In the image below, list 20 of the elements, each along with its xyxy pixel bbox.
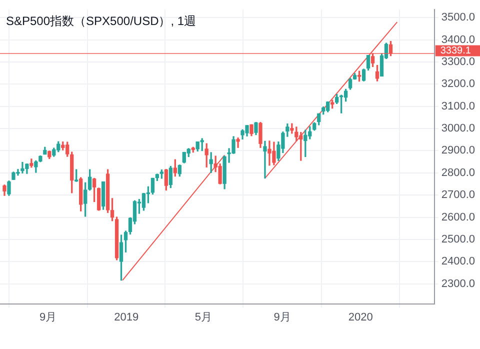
y-tick-label: 3200.0 (441, 78, 476, 90)
y-tick-label: 2400.0 (441, 256, 476, 268)
y-tick-label: 2600.0 (441, 211, 476, 224)
y-tick-label: 3000.0 (441, 122, 476, 135)
x-tick-label: 5月 (194, 311, 212, 324)
ref-line-label: 3339.1 (440, 46, 472, 57)
y-tick-label: 2700.0 (441, 189, 476, 202)
y-tick-label: 3300.0 (441, 56, 476, 68)
y-tick-label: 3500.0 (441, 12, 476, 24)
x-tick-label: 9月 (274, 311, 291, 324)
x-tick-label: 9月 (40, 311, 57, 324)
x-tick-label: 2020 (348, 311, 373, 324)
y-tick-label: 2300.0 (441, 278, 476, 290)
y-tick-label: 3100.0 (441, 100, 476, 112)
y-tick-label: 3400.0 (441, 34, 476, 46)
chart-title: S&P500指数（SPX500/USD）, 1週 (6, 14, 196, 28)
x-tick-label: 2019 (114, 311, 139, 324)
y-tick-label: 2900.0 (441, 144, 476, 157)
y-tick-label: 2500.0 (441, 233, 476, 246)
y-tick-label: 2800.0 (441, 166, 476, 179)
